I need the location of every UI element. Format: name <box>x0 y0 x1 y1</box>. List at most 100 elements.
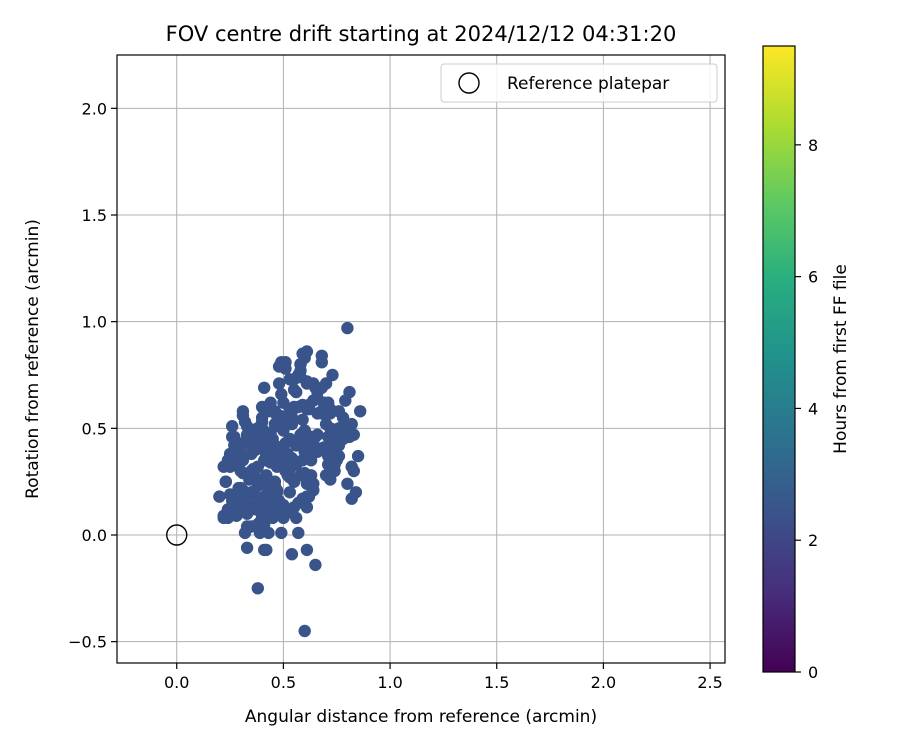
colorbar-ticks: 0 2 4 6 8 <box>795 136 818 682</box>
data-point <box>266 437 279 450</box>
data-point <box>262 526 275 540</box>
data-point <box>234 488 247 501</box>
data-point <box>345 460 358 473</box>
data-point <box>283 486 296 499</box>
plot-frame <box>116 54 726 664</box>
data-point <box>275 526 288 540</box>
data-point <box>219 475 232 488</box>
colorbar-tick-label: 2 <box>808 531 818 550</box>
colorbar-label: Hours from first FF file <box>831 264 851 454</box>
data-point <box>260 543 273 557</box>
data-point <box>336 411 350 424</box>
data-point <box>324 407 337 420</box>
grid <box>117 55 725 663</box>
data-point <box>341 321 354 335</box>
chart-title: FOV centre drift starting at 2024/12/12 … <box>166 22 677 46</box>
data-point <box>330 430 343 444</box>
y-tick-label: 0.5 <box>82 419 107 438</box>
data-point <box>341 477 354 490</box>
data-point <box>226 420 239 433</box>
data-point <box>300 375 314 388</box>
data-point <box>298 624 311 638</box>
data-point <box>277 396 290 409</box>
data-point <box>298 466 311 480</box>
data-point <box>253 526 267 540</box>
data-point <box>300 490 314 503</box>
data-point <box>232 503 245 516</box>
data-point <box>272 494 286 508</box>
data-point <box>290 511 303 525</box>
data-point <box>292 526 305 540</box>
x-axis-ticks: 0.0 0.5 1.0 1.5 2.0 2.5 <box>164 663 723 692</box>
data-point <box>228 439 241 452</box>
data-point <box>243 466 256 480</box>
data-point <box>322 396 335 409</box>
data-point <box>351 449 365 463</box>
data-point <box>255 437 269 450</box>
x-tick-label: 2.5 <box>697 673 722 692</box>
data-point <box>238 526 252 540</box>
data-point <box>251 473 264 486</box>
y-axis-ticks: −0.5 0.0 0.5 1.0 1.5 2.0 <box>68 99 117 652</box>
x-axis-label: Angular distance from reference (arcmin) <box>245 707 597 727</box>
data-point <box>255 496 269 510</box>
data-points <box>213 321 367 638</box>
data-point <box>251 582 264 595</box>
data-point <box>309 558 322 572</box>
data-point <box>290 385 303 399</box>
data-point <box>240 420 254 433</box>
data-point <box>322 458 335 471</box>
data-point <box>296 413 309 426</box>
data-point <box>300 543 314 557</box>
data-point <box>311 392 324 405</box>
colorbar: 0 2 4 6 8 Hours from first FF file <box>762 45 851 682</box>
legend-marker <box>458 72 480 94</box>
reference-layer <box>166 524 188 546</box>
data-point <box>258 381 271 394</box>
data-point <box>354 405 367 418</box>
colorbar-tick-label: 0 <box>808 663 818 682</box>
y-tick-label: 1.5 <box>82 206 107 225</box>
data-point <box>253 516 267 529</box>
data-point <box>300 345 314 358</box>
data-point <box>277 511 290 525</box>
data-point <box>213 490 226 503</box>
data-point <box>279 362 292 375</box>
legend: Reference platepar <box>440 63 718 103</box>
data-point <box>287 373 301 386</box>
colorbar-tick-label: 8 <box>808 136 818 155</box>
data-point <box>315 381 328 394</box>
reference-platepar-marker <box>166 524 188 546</box>
data-point <box>300 439 314 452</box>
colorbar-tick-label: 4 <box>808 399 818 418</box>
data-point <box>266 511 279 525</box>
y-tick-label: 0.0 <box>82 526 107 545</box>
legend-box <box>440 63 718 103</box>
data-point <box>249 428 262 441</box>
data-point <box>285 411 299 424</box>
data-point <box>315 356 328 369</box>
data-point <box>304 454 318 467</box>
x-tick-label: 0.0 <box>164 673 189 692</box>
data-point <box>322 430 335 444</box>
x-tick-label: 0.5 <box>271 673 296 692</box>
colorbar-tick-label: 6 <box>808 268 818 287</box>
data-point <box>279 462 292 476</box>
data-point <box>236 449 250 463</box>
y-tick-label: 2.0 <box>82 99 107 118</box>
data-point <box>290 458 303 471</box>
data-point <box>240 541 254 554</box>
x-tick-label: 1.0 <box>377 673 402 692</box>
data-point <box>302 398 316 412</box>
data-point <box>272 409 286 422</box>
data-point <box>287 501 301 514</box>
data-point <box>223 460 237 473</box>
data-point <box>285 548 299 561</box>
data-point <box>255 411 269 424</box>
colorbar-gradient <box>762 45 796 673</box>
data-point <box>236 409 250 422</box>
data-point <box>343 430 356 444</box>
data-point <box>277 445 290 458</box>
data-point <box>326 368 339 382</box>
